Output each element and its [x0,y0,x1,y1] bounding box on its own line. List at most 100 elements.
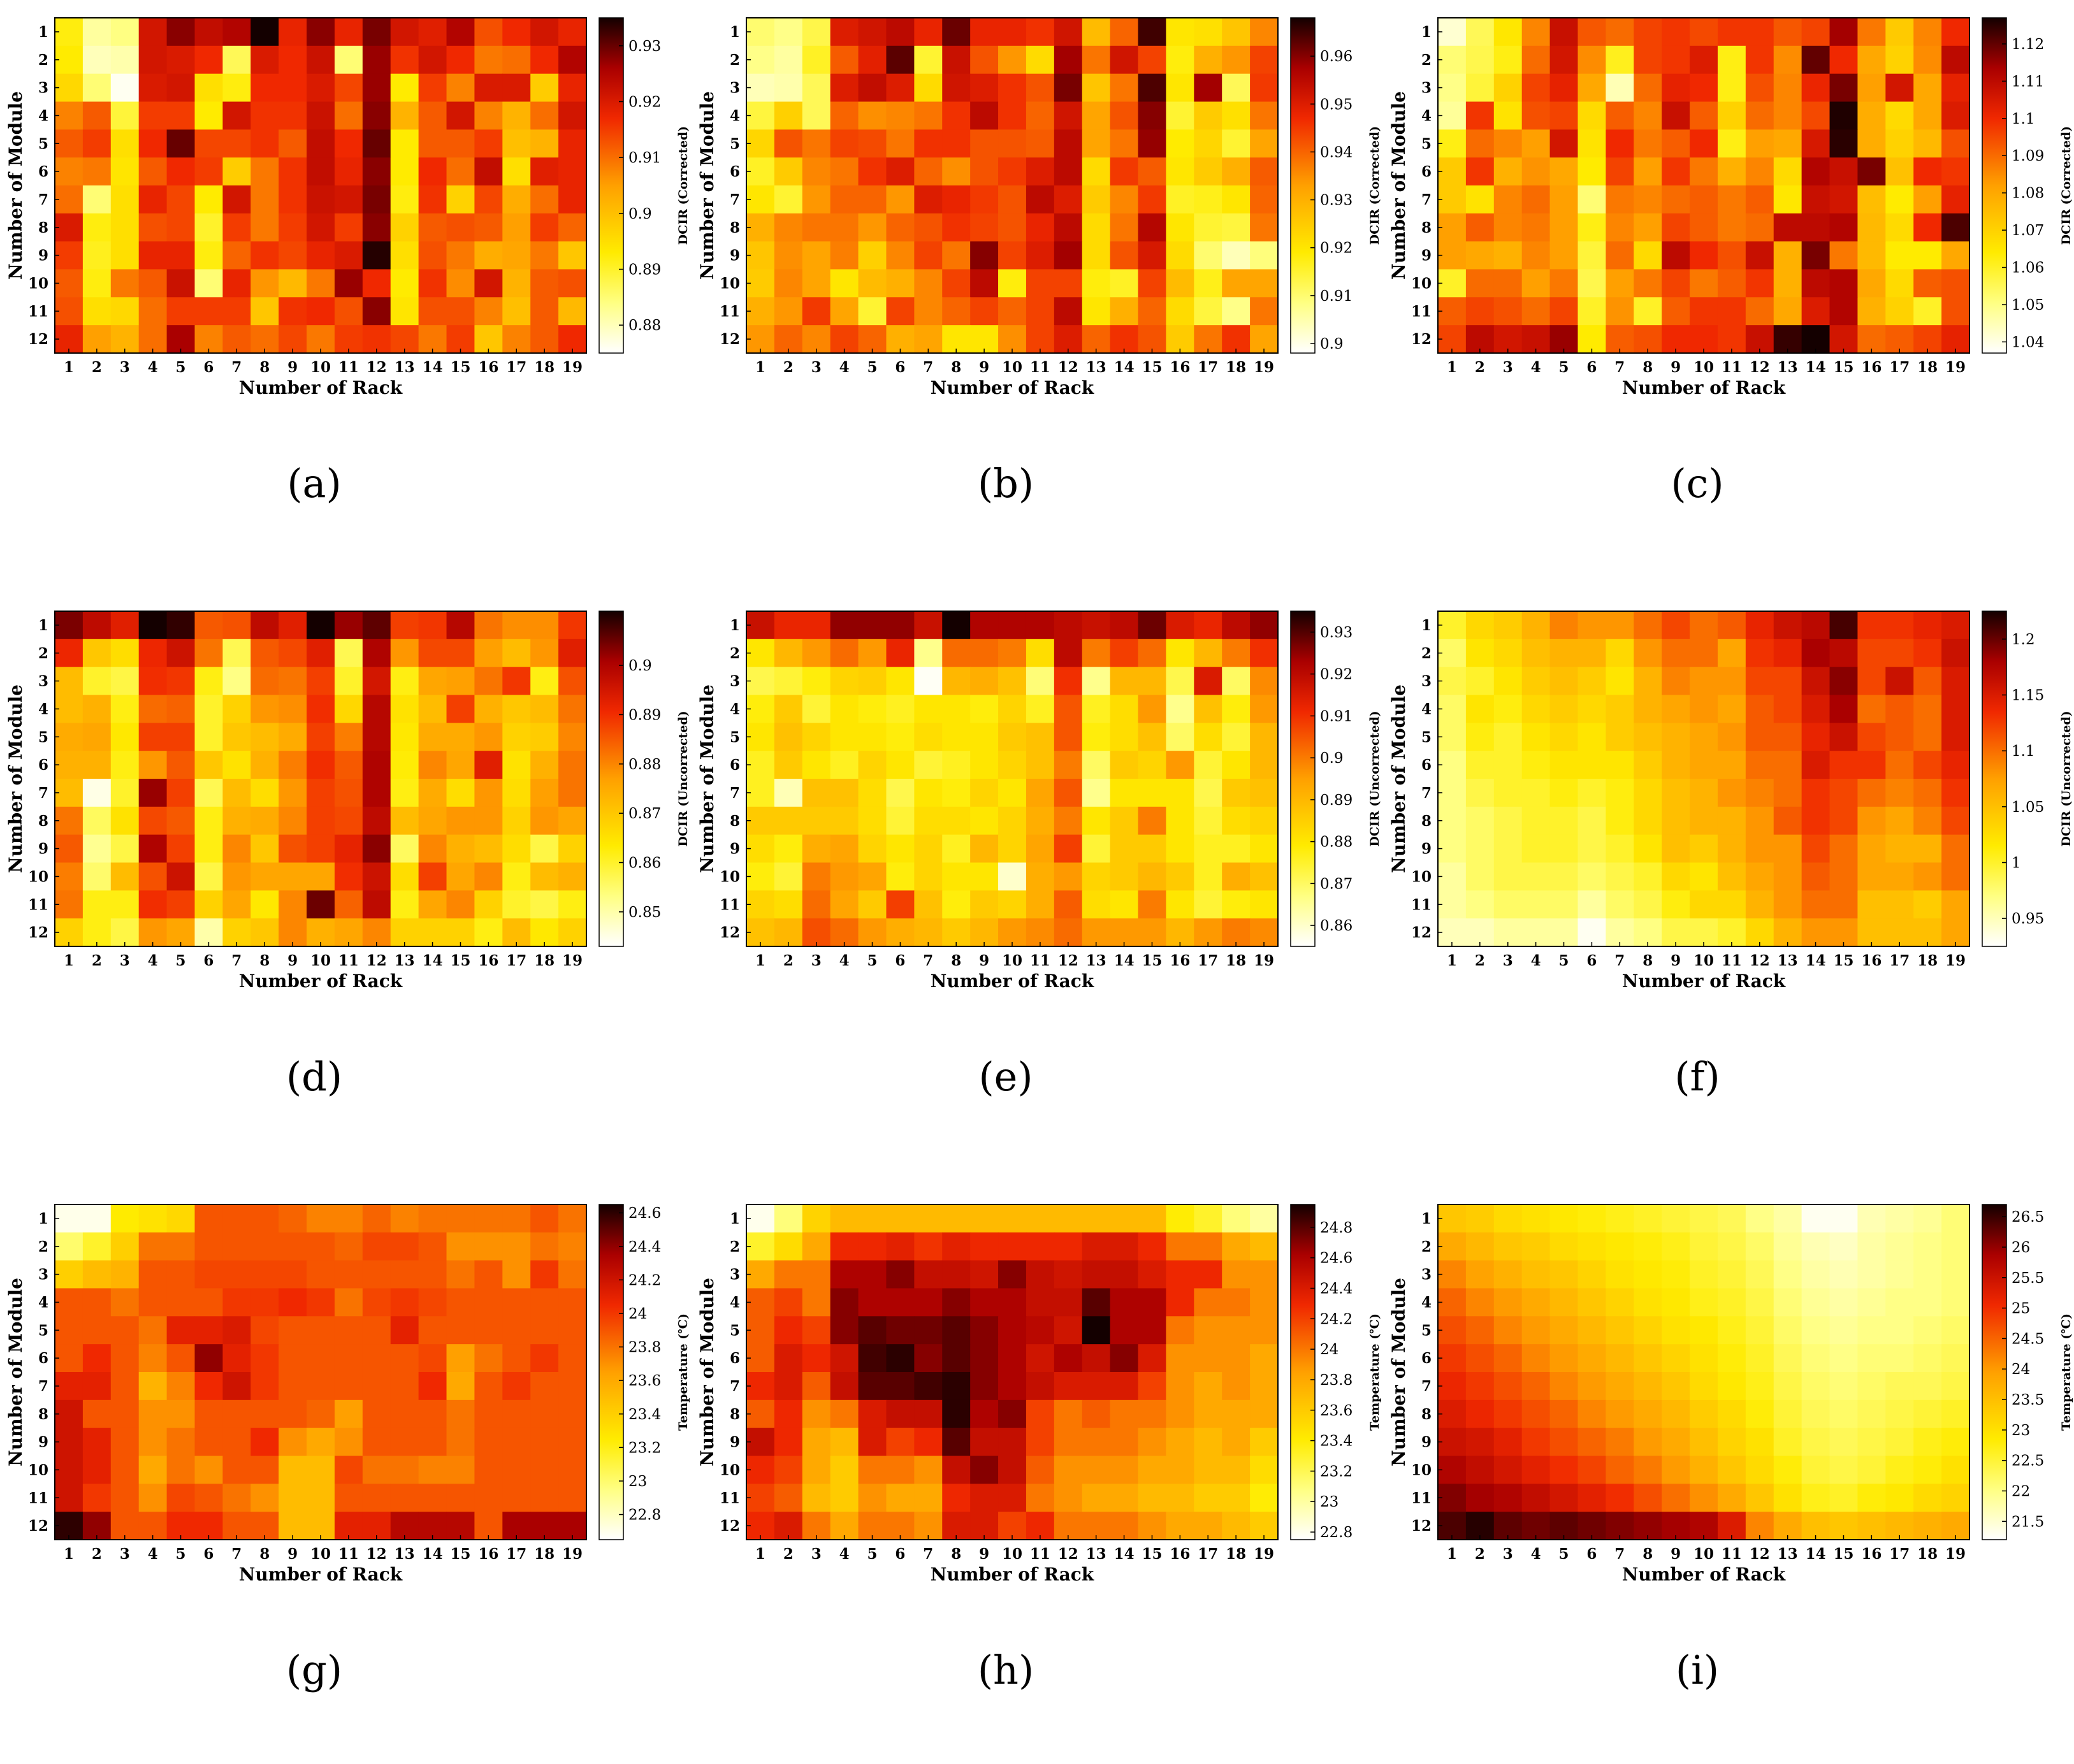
heatmap-cell [1194,1456,1222,1484]
heatmap-cell [1829,695,1859,723]
heatmap-cell [1829,1428,1859,1457]
heatmap-cell [110,1399,140,1429]
heatmap-cell [166,1456,196,1484]
heatmap-cell [110,269,140,298]
heatmap-cell [802,101,831,130]
heatmap-cell [1082,1232,1111,1261]
heatmap-cell [418,1428,447,1457]
heatmap-cell [110,1344,140,1373]
heatmap-cell [1138,779,1167,807]
heatmap-cell [1773,695,1802,723]
heatmap-cell [830,639,859,668]
heatmap-cell [1110,779,1139,807]
heatmap-cell [110,695,140,723]
heatmap-cell [858,269,887,298]
heatmap-cell [446,73,475,103]
heatmap-cell [446,1428,475,1457]
heatmap-cell [1577,639,1606,668]
heatmap-cell [886,667,915,696]
heatmap-cell [1606,723,1634,751]
heatmap-cell [1606,241,1634,270]
x-tick-label: 15 [1833,952,1853,969]
heatmap-cell [82,1372,112,1401]
heatmap-cell [1913,806,1942,835]
heatmap-cell [998,1428,1027,1457]
x-tick-label: 17 [1198,952,1218,969]
heatmap-cell [390,1316,419,1345]
y-tick-label: 3 [730,1266,740,1283]
heatmap-cell [1082,1204,1111,1233]
x-tick-label: 14 [1114,1545,1135,1563]
heatmap-cell [1941,1260,1970,1289]
heatmap-cell [1606,185,1634,214]
colorbar-title: Temperature (℃) [1368,1313,1382,1431]
heatmap-cell [1194,18,1222,47]
heatmap-cell [194,890,223,919]
heatmap-cell [1857,129,1886,158]
heatmap-cell [1549,1316,1579,1345]
heatmap-cell [82,213,112,242]
heatmap-cell [250,1204,279,1233]
heatmap-cell [1166,695,1194,723]
heatmap-cell [1773,1260,1802,1289]
heatmap-cell [942,834,971,864]
heatmap-cell [1634,1484,1662,1512]
heatmap-cell [334,779,363,807]
heatmap-cell [446,1484,475,1512]
heatmap-cell [1913,1428,1942,1457]
heatmap-cell [1885,723,1914,751]
y-tick-label: 12 [1411,331,1432,348]
heatmap-cell [746,611,775,640]
x-tick-label: 8 [259,952,270,969]
heatmap-cell [82,185,112,214]
heatmap-cell [1913,1456,1942,1484]
heatmap-cell [1438,1316,1467,1345]
heatmap-cell [1465,1456,1495,1484]
y-tick-label: 7 [730,191,740,208]
y-tick-label: 3 [38,1266,48,1283]
heatmap-cell [830,73,859,103]
heatmap-cell [1829,667,1859,696]
heatmap-cell [830,1288,859,1317]
colorbar [1290,611,1316,947]
heatmap-cell [138,667,168,696]
heatmap-cell [502,73,531,103]
heatmap-cell [194,779,223,807]
x-tick-label: 7 [1614,952,1625,969]
heatmap-cell [1885,18,1914,47]
heatmap-cell [942,751,971,779]
y-tick-label: 10 [1411,275,1432,292]
heatmap-cell [194,1344,223,1373]
heatmap-cell [1222,18,1251,47]
heatmap-cell [830,1399,859,1429]
heatmap-cell [82,862,112,891]
colorbar [598,1204,624,1540]
heatmap-cell [1662,862,1690,891]
heatmap-cell [1857,157,1886,186]
heatmap-cell [558,269,587,298]
heatmap-cell [1690,1399,1718,1429]
heatmap-cell [1026,1260,1055,1289]
heatmap-cell [1438,751,1467,779]
heatmap-cell [1110,129,1139,158]
heatmap-cell [886,185,915,214]
heatmap-cell [1438,806,1467,835]
heatmap-cell [418,1204,447,1233]
heatmap-cell [1222,1260,1251,1289]
heatmap-cell [1521,213,1551,242]
heatmap-cell [774,611,803,640]
heatmap-cell [1082,101,1111,130]
heatmap-cell [82,269,112,298]
heatmap-cell [166,157,196,186]
heatmap-cell [802,269,831,298]
heatmap-cell [334,862,363,891]
heatmap-cell [474,1316,503,1345]
heatmap-cell [362,241,391,270]
heatmap-cell [1885,1232,1914,1261]
heatmap-cell [886,1344,915,1373]
heatmap-cell [830,1372,859,1401]
x-tick-label: 12 [1750,1545,1770,1563]
heatmap-cell [1941,1316,1970,1345]
heatmap-cell [166,1428,196,1457]
x-tick-label: 10 [1693,1545,1714,1563]
